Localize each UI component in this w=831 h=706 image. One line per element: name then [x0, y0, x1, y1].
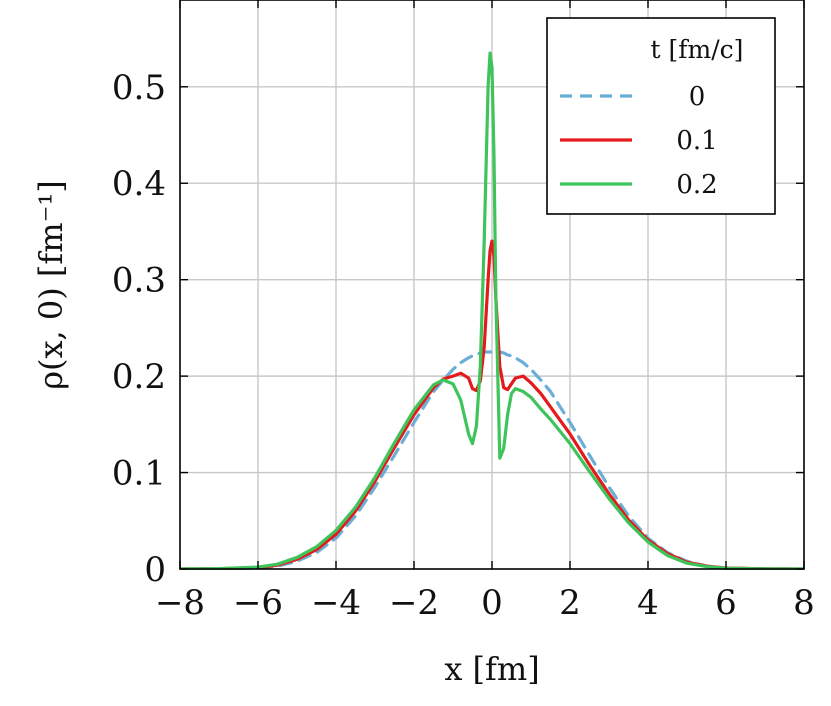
legend-label-2: 0.1: [676, 126, 717, 156]
x-tick-label: −8: [155, 583, 205, 623]
y-tick-label: 0.2: [112, 357, 166, 397]
y-axis-label: ρ(x, 0) [fm⁻¹]: [32, 180, 70, 390]
x-tick-label: −2: [389, 583, 439, 623]
series-line-2: [180, 239, 804, 570]
legend-box: [546, 17, 776, 215]
y-tick-label: 0.5: [112, 68, 166, 108]
x-tick-label: 8: [793, 583, 815, 623]
x-tick-label: 4: [637, 583, 659, 623]
axis-ticks: [179, 0, 805, 570]
series-line-3: [180, 51, 804, 570]
y-tick-label: 0.1: [112, 454, 166, 494]
legend-label-3: 0.2: [676, 170, 717, 200]
y-tick-label: 0.3: [112, 261, 166, 301]
series-line-1: [180, 350, 804, 570]
legend: t [fm/c] 0 0.1 0.2: [546, 17, 776, 215]
x-tick-label: −4: [311, 583, 361, 623]
tick-labels: −8 −6 −4 −2 0 2 4 6 8 0 0.1 0.2 0.3 0.4 0.5: [112, 68, 815, 623]
x-tick-label: −6: [233, 583, 283, 623]
series-layer: [180, 51, 804, 570]
x-tick-label: 2: [559, 583, 581, 623]
x-tick-label: 6: [715, 583, 737, 623]
legend-label-1: 0: [689, 82, 706, 112]
y-tick-label: 0.4: [112, 164, 166, 204]
x-tick-label: 0: [481, 583, 503, 623]
y-tick-label: 0: [144, 550, 166, 590]
legend-title: t [fm/c]: [651, 35, 744, 64]
x-axis-label: x [fm]: [444, 650, 539, 688]
